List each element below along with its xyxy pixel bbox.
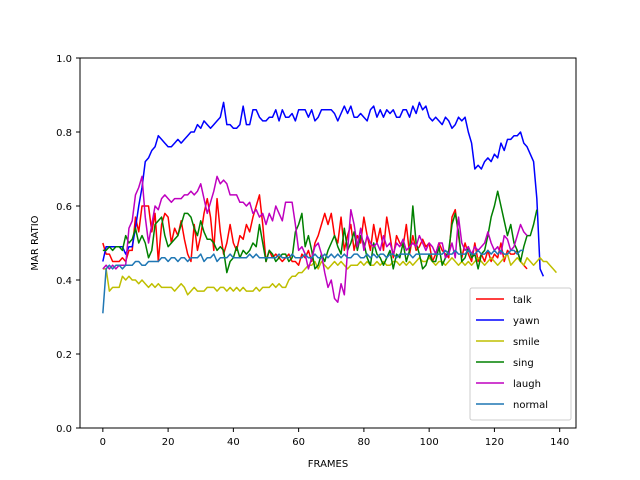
- x-tick-label: 100: [420, 437, 439, 448]
- legend: talk yawn smile sing laugh normal: [469, 287, 572, 421]
- legend-label-normal: normal: [513, 400, 548, 411]
- x-tick-label: 60: [292, 437, 305, 448]
- legend-label-smile: smile: [513, 337, 540, 348]
- x-tick-label: 40: [227, 437, 240, 448]
- y-tick-label: 0.0: [56, 424, 72, 435]
- legend-label-sing: sing: [513, 358, 534, 369]
- plot-frame: [79, 57, 577, 429]
- series-layer: [102, 101, 557, 314]
- x-tick-label: 140: [550, 437, 569, 448]
- x-tick-label: 120: [485, 437, 504, 448]
- series-line-normal: [102, 249, 524, 314]
- legend-label-talk: talk: [513, 295, 532, 306]
- legend-label-laugh: laugh: [513, 379, 541, 390]
- series-line-smile: [102, 253, 557, 296]
- y-tick-label: 1.0: [56, 54, 72, 65]
- y-axis: 0.0 0.2 0.4 0.6 0.8 1.0: [56, 54, 80, 435]
- y-axis-label: MAR RATIO: [30, 215, 41, 270]
- y-tick-label: 0.8: [56, 128, 72, 139]
- series-line-laugh: [102, 175, 528, 303]
- x-tick-label: 20: [162, 437, 175, 448]
- series-line-yawn: [102, 101, 545, 277]
- legend-label-yawn: yawn: [513, 316, 540, 327]
- x-axis: 0 20 40 60 80 100 120 140: [100, 428, 569, 448]
- legend-box: [469, 287, 572, 421]
- y-tick-label: 0.2: [56, 350, 72, 361]
- x-axis-label: FRAMES: [308, 459, 348, 470]
- series-line-sing: [102, 190, 538, 274]
- x-tick-label: 0: [100, 437, 106, 448]
- y-tick-label: 0.4: [56, 276, 72, 287]
- x-tick-label: 80: [358, 437, 371, 448]
- y-tick-label: 0.6: [56, 202, 72, 213]
